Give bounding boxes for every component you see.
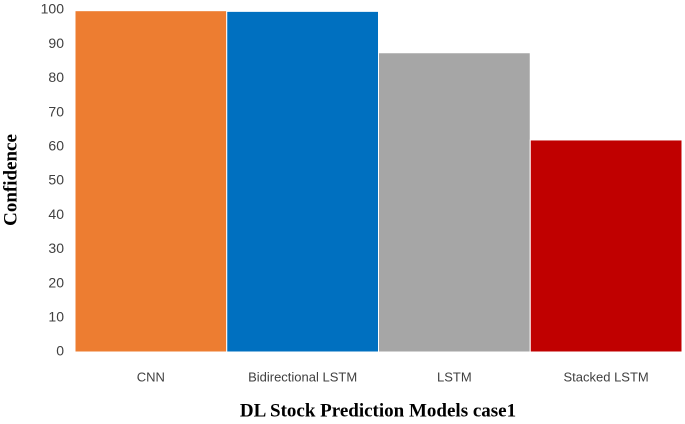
x-tick-label: LSTM bbox=[437, 369, 472, 384]
y-tick-label: 100 bbox=[41, 1, 65, 17]
y-tick-label: 80 bbox=[48, 69, 64, 85]
x-tick-label: Bidirectional LSTM bbox=[248, 369, 357, 384]
y-tick-label: 40 bbox=[48, 206, 64, 222]
bar bbox=[74, 10, 228, 353]
y-tick-label: 20 bbox=[48, 274, 64, 290]
bar bbox=[226, 10, 379, 353]
y-tick-label: 30 bbox=[48, 240, 64, 256]
bar bbox=[529, 139, 683, 353]
y-tick-label: 60 bbox=[48, 138, 64, 154]
y-tick-label: 50 bbox=[48, 172, 64, 188]
x-tick-label: CNN bbox=[137, 369, 165, 384]
x-axis-title: DL Stock Prediction Models case1 bbox=[240, 400, 516, 421]
y-axis-title: Confidence bbox=[0, 134, 21, 226]
y-tick-label: 0 bbox=[56, 343, 64, 359]
bar bbox=[378, 52, 531, 353]
y-tick-label: 10 bbox=[48, 309, 64, 325]
y-tick-label: 90 bbox=[48, 35, 64, 51]
x-tick-label: Stacked LSTM bbox=[563, 369, 648, 384]
y-tick-label: 70 bbox=[48, 103, 64, 119]
